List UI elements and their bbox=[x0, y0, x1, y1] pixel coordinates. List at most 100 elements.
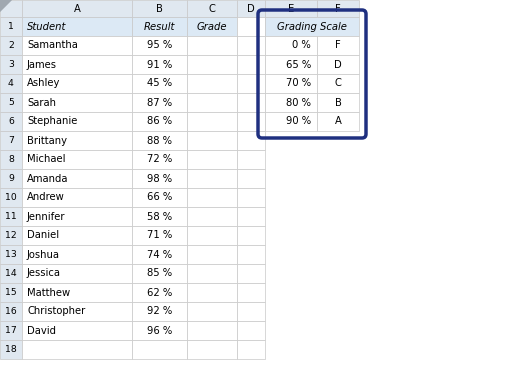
Text: Matthew: Matthew bbox=[27, 288, 70, 297]
Bar bbox=[0, 340, 22, 359]
Bar bbox=[132, 207, 187, 226]
Bar bbox=[317, 74, 359, 93]
Bar bbox=[0, 112, 22, 131]
Bar bbox=[187, 188, 237, 207]
Bar bbox=[237, 0, 265, 17]
Text: 2: 2 bbox=[8, 41, 14, 50]
Text: Amanda: Amanda bbox=[27, 174, 68, 183]
Text: 92 %: 92 % bbox=[147, 307, 172, 316]
Text: Jennifer: Jennifer bbox=[27, 212, 65, 222]
Text: 10: 10 bbox=[5, 193, 17, 202]
Bar bbox=[0, 55, 22, 74]
Bar bbox=[187, 226, 237, 245]
Bar bbox=[265, 74, 317, 93]
Text: Daniel: Daniel bbox=[27, 231, 59, 240]
Bar bbox=[265, 0, 317, 17]
Bar bbox=[22, 283, 132, 302]
Bar bbox=[22, 74, 132, 93]
Text: 71 %: 71 % bbox=[147, 231, 172, 240]
Bar bbox=[0, 283, 22, 302]
Bar bbox=[237, 112, 265, 131]
Text: Christopher: Christopher bbox=[27, 307, 85, 316]
Text: E: E bbox=[288, 3, 294, 14]
Text: Brittany: Brittany bbox=[27, 135, 67, 146]
Bar bbox=[317, 112, 359, 131]
Text: 11: 11 bbox=[5, 212, 17, 221]
Bar bbox=[0, 226, 22, 245]
Bar bbox=[132, 302, 187, 321]
Bar bbox=[132, 150, 187, 169]
Bar bbox=[22, 340, 132, 359]
Bar bbox=[0, 150, 22, 169]
Text: 16: 16 bbox=[5, 307, 17, 316]
Text: B: B bbox=[156, 3, 163, 14]
Text: Grade: Grade bbox=[197, 22, 227, 31]
Bar bbox=[132, 340, 187, 359]
Text: James: James bbox=[27, 59, 57, 70]
Bar bbox=[132, 93, 187, 112]
Text: 9: 9 bbox=[8, 174, 14, 183]
Bar bbox=[265, 36, 317, 55]
Text: Andrew: Andrew bbox=[27, 192, 65, 203]
Bar bbox=[317, 36, 359, 55]
Text: 15: 15 bbox=[5, 288, 17, 297]
Bar bbox=[22, 226, 132, 245]
Bar bbox=[265, 93, 317, 112]
Bar bbox=[237, 74, 265, 93]
Text: B: B bbox=[335, 98, 341, 107]
Text: 66 %: 66 % bbox=[147, 192, 172, 203]
Polygon shape bbox=[0, 0, 12, 12]
Bar bbox=[237, 207, 265, 226]
Bar bbox=[0, 93, 22, 112]
Text: 87 %: 87 % bbox=[147, 98, 172, 107]
Bar bbox=[132, 55, 187, 74]
Bar bbox=[187, 264, 237, 283]
Text: Ashley: Ashley bbox=[27, 79, 60, 88]
Text: 6: 6 bbox=[8, 117, 14, 126]
Text: 62 %: 62 % bbox=[147, 288, 172, 297]
Text: D: D bbox=[247, 3, 255, 14]
Bar bbox=[187, 93, 237, 112]
Bar bbox=[132, 131, 187, 150]
Bar bbox=[237, 302, 265, 321]
Bar bbox=[187, 207, 237, 226]
Text: 70 %: 70 % bbox=[286, 79, 311, 88]
Bar bbox=[0, 245, 22, 264]
Bar bbox=[22, 17, 132, 36]
Text: A: A bbox=[335, 116, 341, 127]
Text: 91 %: 91 % bbox=[147, 59, 172, 70]
Bar bbox=[22, 264, 132, 283]
Text: 45 %: 45 % bbox=[147, 79, 172, 88]
Bar bbox=[265, 112, 317, 131]
Text: 98 %: 98 % bbox=[147, 174, 172, 183]
Text: 72 %: 72 % bbox=[147, 155, 172, 164]
Text: Jessica: Jessica bbox=[27, 268, 61, 279]
Bar bbox=[0, 74, 22, 93]
Bar bbox=[132, 36, 187, 55]
Bar bbox=[22, 131, 132, 150]
Text: A: A bbox=[74, 3, 80, 14]
Bar bbox=[187, 131, 237, 150]
Text: 12: 12 bbox=[5, 231, 17, 240]
Text: 0 %: 0 % bbox=[292, 40, 311, 51]
Text: 5: 5 bbox=[8, 98, 14, 107]
Bar bbox=[237, 36, 265, 55]
Bar bbox=[132, 112, 187, 131]
Bar bbox=[237, 245, 265, 264]
Bar bbox=[0, 264, 22, 283]
Bar bbox=[22, 150, 132, 169]
Bar bbox=[0, 169, 22, 188]
Bar bbox=[132, 74, 187, 93]
Bar bbox=[22, 93, 132, 112]
Bar bbox=[187, 340, 237, 359]
Text: C: C bbox=[335, 79, 341, 88]
Bar bbox=[0, 207, 22, 226]
Bar bbox=[237, 283, 265, 302]
Bar bbox=[187, 321, 237, 340]
Bar bbox=[237, 169, 265, 188]
Bar bbox=[187, 36, 237, 55]
Bar bbox=[237, 93, 265, 112]
Text: 7: 7 bbox=[8, 136, 14, 145]
Bar bbox=[265, 55, 317, 74]
Bar bbox=[22, 302, 132, 321]
